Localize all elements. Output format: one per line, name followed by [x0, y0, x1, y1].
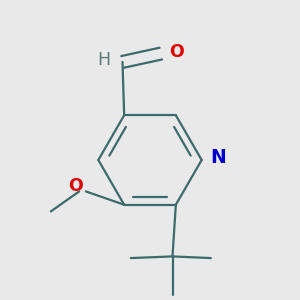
Text: O: O: [68, 177, 83, 195]
Text: O: O: [169, 43, 184, 61]
Text: H: H: [98, 51, 111, 69]
Text: N: N: [210, 148, 226, 167]
